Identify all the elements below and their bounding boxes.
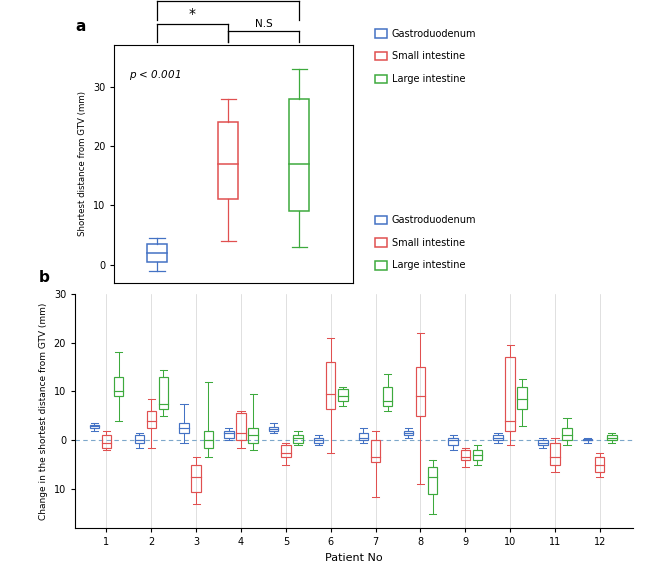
Bar xyxy=(135,436,144,443)
Text: b: b xyxy=(39,271,50,285)
Text: N.S: N.S xyxy=(255,19,272,29)
Bar xyxy=(517,386,527,408)
Bar xyxy=(416,367,425,416)
Bar xyxy=(550,443,560,465)
Bar xyxy=(383,386,392,406)
Bar xyxy=(404,431,413,436)
Bar xyxy=(326,362,336,408)
Bar xyxy=(224,431,234,438)
Bar xyxy=(89,425,99,428)
Bar xyxy=(595,458,605,472)
Bar xyxy=(147,411,156,428)
Bar xyxy=(314,438,323,443)
Bar xyxy=(191,465,201,492)
Bar xyxy=(269,427,278,431)
Text: Small intestine: Small intestine xyxy=(392,51,465,61)
Y-axis label: Shortest distance from GTV (mm): Shortest distance from GTV (mm) xyxy=(78,92,88,236)
Bar xyxy=(428,467,438,494)
Bar xyxy=(248,428,258,443)
Bar xyxy=(505,357,515,431)
Bar xyxy=(473,450,482,460)
Bar xyxy=(493,436,503,440)
Text: Large intestine: Large intestine xyxy=(392,74,466,84)
Bar xyxy=(358,433,368,440)
Bar xyxy=(102,436,111,447)
Bar xyxy=(180,423,189,433)
Text: Large intestine: Large intestine xyxy=(392,260,466,270)
Bar xyxy=(460,450,470,460)
Text: $p$ < 0.001: $p$ < 0.001 xyxy=(129,68,181,82)
Y-axis label: Change in the shortest distance from GTV (mm): Change in the shortest distance from GTV… xyxy=(39,302,48,520)
Bar xyxy=(338,389,347,401)
Bar xyxy=(289,99,310,211)
Bar xyxy=(293,436,303,443)
Text: a: a xyxy=(75,19,86,34)
Text: Small intestine: Small intestine xyxy=(392,238,465,247)
Bar xyxy=(236,414,246,440)
Bar xyxy=(159,377,168,408)
Bar xyxy=(281,445,291,458)
Bar xyxy=(449,438,458,445)
Text: Gastroduodenum: Gastroduodenum xyxy=(392,215,476,225)
Bar xyxy=(218,123,238,199)
Bar xyxy=(114,377,123,397)
X-axis label: Patient No: Patient No xyxy=(325,553,383,563)
Bar xyxy=(538,440,547,445)
Bar xyxy=(607,436,616,440)
Text: Gastroduodenum: Gastroduodenum xyxy=(392,29,476,38)
Bar xyxy=(147,244,167,262)
Bar xyxy=(583,439,592,440)
Text: *: * xyxy=(189,7,196,21)
Bar xyxy=(204,431,213,447)
Bar xyxy=(562,428,572,440)
Bar xyxy=(371,440,380,462)
